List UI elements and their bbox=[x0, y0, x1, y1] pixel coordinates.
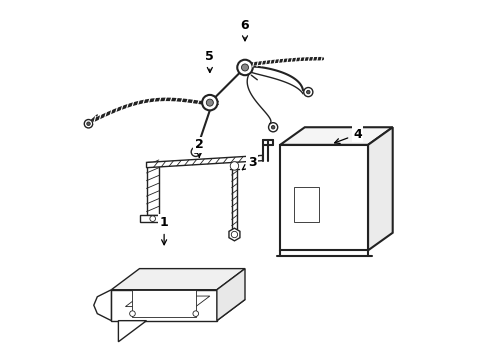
Polygon shape bbox=[280, 145, 368, 250]
Circle shape bbox=[304, 87, 313, 96]
Circle shape bbox=[237, 60, 253, 75]
Polygon shape bbox=[368, 127, 392, 250]
Polygon shape bbox=[217, 269, 245, 321]
Circle shape bbox=[130, 311, 135, 316]
Circle shape bbox=[271, 126, 275, 129]
Circle shape bbox=[84, 120, 93, 128]
Polygon shape bbox=[280, 127, 392, 145]
Circle shape bbox=[193, 311, 198, 316]
Circle shape bbox=[191, 147, 200, 157]
Polygon shape bbox=[294, 187, 319, 222]
Text: 2: 2 bbox=[195, 138, 204, 157]
Circle shape bbox=[269, 123, 278, 132]
Polygon shape bbox=[147, 156, 263, 168]
Text: 3: 3 bbox=[243, 156, 256, 170]
Text: 4: 4 bbox=[335, 128, 362, 144]
Polygon shape bbox=[111, 269, 245, 290]
Circle shape bbox=[307, 90, 310, 94]
Circle shape bbox=[202, 95, 218, 111]
Polygon shape bbox=[111, 290, 217, 321]
Polygon shape bbox=[111, 300, 245, 321]
Polygon shape bbox=[147, 162, 159, 215]
Text: 5: 5 bbox=[205, 50, 214, 72]
Circle shape bbox=[242, 64, 248, 71]
Text: 6: 6 bbox=[241, 19, 249, 41]
Text: 1: 1 bbox=[160, 216, 169, 245]
Circle shape bbox=[231, 231, 238, 238]
Circle shape bbox=[87, 122, 90, 126]
Polygon shape bbox=[140, 215, 166, 222]
Polygon shape bbox=[119, 321, 147, 342]
Circle shape bbox=[230, 162, 239, 170]
Polygon shape bbox=[94, 290, 111, 321]
Circle shape bbox=[206, 99, 213, 106]
Circle shape bbox=[150, 216, 155, 221]
Circle shape bbox=[194, 150, 197, 154]
Polygon shape bbox=[229, 228, 240, 241]
Polygon shape bbox=[132, 290, 196, 317]
Polygon shape bbox=[125, 296, 210, 307]
